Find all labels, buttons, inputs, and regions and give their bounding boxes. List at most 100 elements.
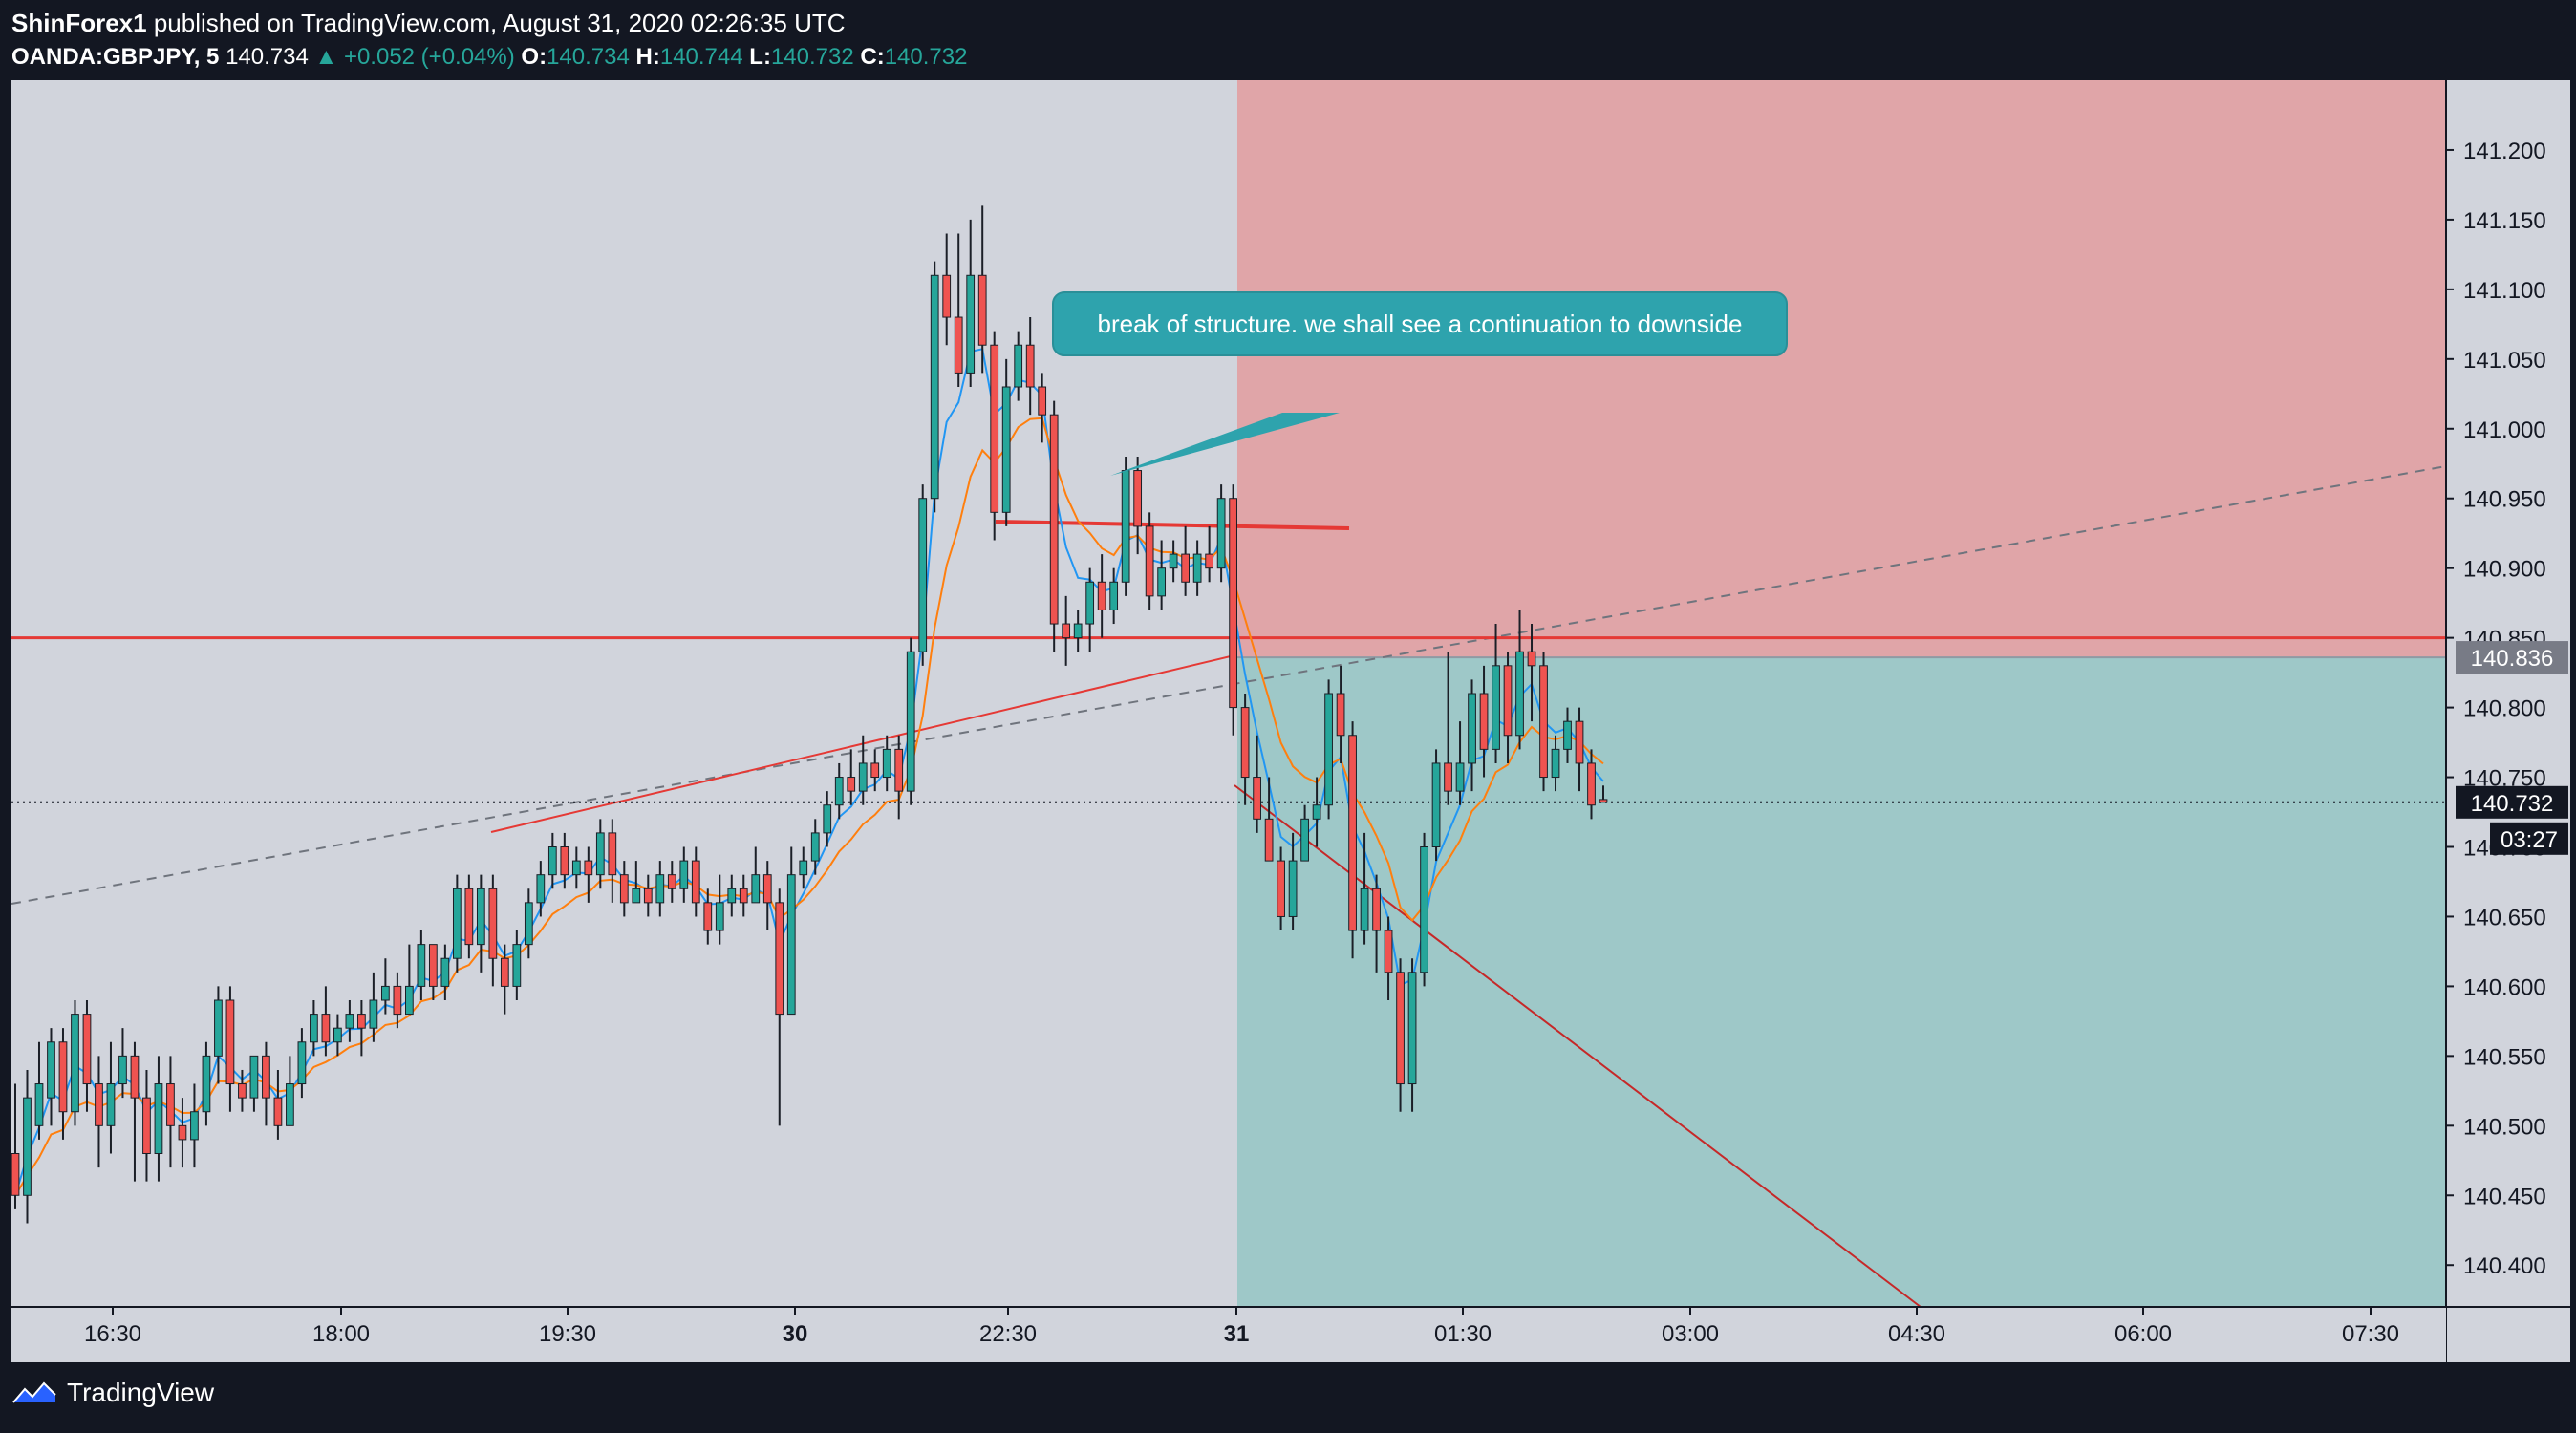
y-tick-label: 140.650 [2463, 905, 2546, 930]
y-tick-label: 140.550 [2463, 1044, 2546, 1070]
price-chart-svg[interactable]: break of structure. we shall see a conti… [11, 80, 2570, 1362]
candle-body [823, 804, 832, 834]
candle [751, 846, 761, 904]
candle-body [966, 274, 976, 374]
candle [1049, 400, 1059, 652]
high-label: H: [635, 44, 660, 70]
y-tick-label: 140.450 [2463, 1184, 2546, 1209]
annotation-box [1052, 291, 1788, 356]
candle [47, 1028, 55, 1126]
candle [381, 958, 390, 1015]
candle [1407, 958, 1417, 1112]
candle [619, 861, 629, 917]
candle [1097, 554, 1106, 638]
candle-body [1492, 665, 1500, 750]
candle-body [1253, 777, 1261, 820]
y-tick-label: 140.800 [2463, 696, 2546, 722]
candle-body [643, 888, 653, 904]
y-tick-label: 141.200 [2463, 139, 2546, 164]
candle-body [464, 888, 474, 946]
candle [799, 846, 808, 889]
take-profit-zone [1237, 657, 2446, 1307]
candle [858, 735, 868, 805]
chart-area[interactable]: break of structure. we shall see a conti… [11, 80, 2570, 1362]
candle-body [1014, 344, 1023, 388]
candle-body [1431, 762, 1441, 847]
candle [34, 1041, 44, 1140]
candle-body [655, 874, 665, 904]
y-tick-label: 141.050 [2463, 348, 2546, 374]
x-tick-label: 31 [1224, 1321, 1250, 1347]
candle-body [894, 748, 904, 792]
candle-body [882, 748, 891, 779]
candle [333, 1014, 342, 1057]
candle [1253, 735, 1261, 833]
candle-body [1444, 762, 1452, 792]
candle [1336, 665, 1345, 763]
candle [95, 1056, 103, 1168]
candle-body [1205, 553, 1213, 569]
candle-body [1515, 651, 1524, 737]
candle-body [1360, 888, 1369, 931]
price-label: 140.732 [2456, 785, 2568, 819]
candle-body [1001, 386, 1011, 513]
candle [1492, 624, 1500, 763]
candle-body [452, 888, 462, 959]
candle-body [1563, 720, 1572, 750]
candle-body [1503, 665, 1513, 737]
candle [1396, 958, 1405, 1112]
candle-body [476, 888, 485, 946]
tradingview-brand[interactable]: TradingView [67, 1378, 215, 1407]
candle-body [1384, 930, 1393, 973]
candle [1324, 679, 1333, 820]
candle-body [11, 1153, 20, 1196]
candle-body [106, 1083, 116, 1126]
open-label: O: [521, 44, 547, 70]
candle-body [870, 762, 880, 779]
candle-body [595, 832, 605, 876]
tradingview-logo-icon[interactable] [11, 1380, 57, 1406]
candle-body [977, 274, 987, 346]
candle [118, 1028, 127, 1099]
candle [727, 874, 737, 917]
candle-body [500, 957, 509, 987]
price-label-bg [2456, 785, 2568, 819]
candle-body [440, 957, 450, 987]
candle [464, 874, 474, 959]
candle-body [536, 874, 546, 904]
candle-body [1097, 581, 1106, 610]
price-label-bg [2490, 822, 2568, 855]
candle [571, 846, 581, 889]
candle [1444, 652, 1452, 805]
candle-body [405, 985, 414, 1016]
candle-body [1324, 693, 1333, 806]
candle [584, 846, 593, 903]
candle [1348, 721, 1357, 959]
candle-body [1277, 860, 1285, 917]
candle [906, 637, 915, 805]
candle [608, 819, 617, 903]
candle [643, 874, 653, 917]
candle [166, 1056, 175, 1168]
candle-body [679, 860, 689, 889]
candle [1264, 777, 1274, 862]
footer: TradingView [11, 1378, 214, 1408]
candle [249, 1055, 259, 1112]
candle [1062, 595, 1071, 666]
candle-body [847, 777, 856, 792]
candle [1169, 540, 1178, 583]
candle-body [321, 1014, 331, 1043]
candle [106, 1041, 116, 1154]
candle-body [166, 1083, 175, 1126]
author-name[interactable]: ShinForex1 [11, 9, 147, 37]
candle [1192, 540, 1202, 596]
candle [476, 874, 485, 973]
price-label-text: 140.732 [2471, 791, 2554, 817]
candle [452, 874, 462, 973]
candle-body [1420, 846, 1428, 973]
candle-body [990, 344, 999, 513]
candle [1014, 331, 1023, 401]
candle [178, 1098, 187, 1168]
candle [954, 233, 963, 387]
candle [488, 874, 498, 987]
